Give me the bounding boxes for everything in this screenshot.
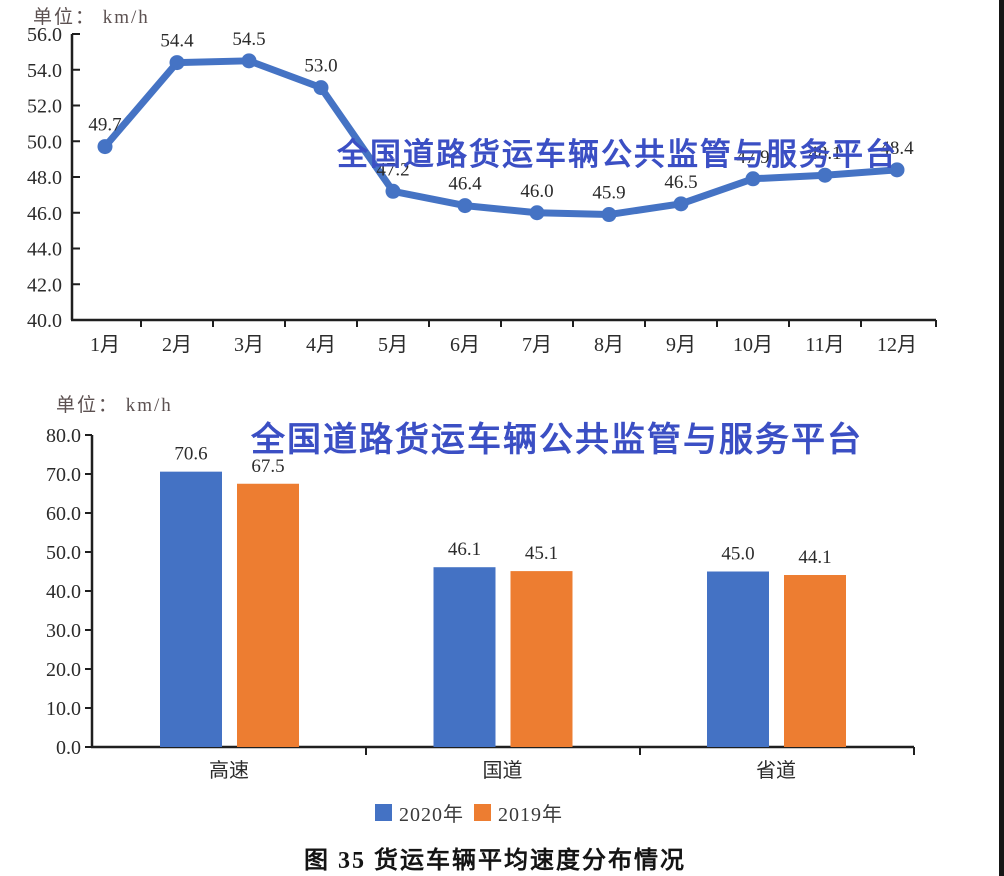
speed-by-road-type-bar-chart: 80.0 70.0 60.0 50.0 40.0 30.0 20.0 10.0 0.0 70.6 6… <box>0 380 1004 840</box>
y-axis-label: 30.0 <box>46 620 81 642</box>
bar-data-label: 70.6 <box>174 444 207 465</box>
data-point <box>313 80 329 96</box>
figure-caption: 图 35 货运车辆平均速度分布情况 <box>304 848 686 874</box>
y-axis-label: 42.0 <box>27 274 62 296</box>
y-axis-label: 50.0 <box>46 542 81 564</box>
bar-data-label: 45.0 <box>721 544 754 565</box>
data-label: 47.2 <box>376 159 409 180</box>
bar-2019年 <box>237 483 299 747</box>
data-label: 48.4 <box>880 138 914 159</box>
bar-data-label: 44.1 <box>798 547 831 568</box>
month-label: 3月 <box>234 334 264 356</box>
month-label: 5月 <box>378 334 408 356</box>
bar-data-label: 46.1 <box>448 539 481 560</box>
data-label: 54.4 <box>160 31 194 52</box>
data-point <box>529 205 545 221</box>
data-point <box>889 162 905 178</box>
data-label: 48.1 <box>808 143 841 164</box>
y-axis-label: 44.0 <box>27 239 62 261</box>
category-label: 省道 <box>756 759 796 782</box>
month-label: 4月 <box>306 334 336 356</box>
watermark-top: 全国道路货运车辆公共监管与服务平台 <box>337 137 898 172</box>
y-axis-label: 80.0 <box>46 425 81 447</box>
data-point <box>97 139 113 155</box>
legend-swatch-2019 <box>474 804 491 821</box>
y-axis-label: 40.0 <box>46 581 81 603</box>
bar-chart-legend: 2020年 2019年 <box>0 798 1004 827</box>
watermark-bottom: 全国道路货运车辆公共监管与服务平台 <box>251 422 863 459</box>
month-label: 7月 <box>522 334 552 356</box>
legend-item-2020: 2020年 <box>375 798 464 827</box>
bar-2020年 <box>160 471 222 747</box>
y-axis-label: 56.0 <box>27 24 62 46</box>
data-label: 46.4 <box>448 174 482 195</box>
bar-2020年 <box>707 571 769 747</box>
legend-label-2019: 2019年 <box>498 804 563 826</box>
category-label: 国道 <box>483 759 523 782</box>
data-label: 49.7 <box>88 115 121 136</box>
data-point <box>601 207 617 223</box>
data-label: 46.0 <box>520 181 553 202</box>
data-label: 45.9 <box>592 183 625 204</box>
data-point <box>745 171 761 187</box>
bar-data-label: 67.5 <box>251 456 284 477</box>
data-point <box>241 53 257 69</box>
line-chart-plot-area: 56.0 54.0 52.0 50.0 48.0 46.0 44.0 42.0 40.0 1月 2月… <box>27 24 937 356</box>
bar-chart-plot-area: 80.0 70.0 60.0 50.0 40.0 30.0 20.0 10.0 0.0 70.6 6… <box>46 425 915 782</box>
data-label: 53.0 <box>304 56 337 77</box>
month-label: 11月 <box>805 334 844 356</box>
month-label: 10月 <box>733 334 773 356</box>
data-point <box>817 167 833 183</box>
data-label: 47.9 <box>736 147 769 168</box>
page-right-edge <box>999 0 1004 876</box>
y-axis-label: 52.0 <box>27 96 62 118</box>
month-label: 9月 <box>666 334 696 356</box>
data-point <box>385 183 401 199</box>
month-label: 1月 <box>90 334 120 356</box>
data-point <box>457 198 473 214</box>
y-axis-label: 50.0 <box>27 131 62 153</box>
bar-2019年 <box>784 575 846 747</box>
bar-2019年 <box>510 571 573 747</box>
month-label: 12月 <box>877 334 917 356</box>
y-axis-label: 20.0 <box>46 659 81 681</box>
speed-line <box>101 57 901 219</box>
data-point <box>673 196 689 212</box>
month-label: 6月 <box>450 334 480 356</box>
bar-data-label: 45.1 <box>525 543 558 564</box>
month-label: 2月 <box>162 334 192 356</box>
unit-label-bottom: 单位： km/h <box>56 395 173 416</box>
data-label: 54.5 <box>232 29 265 50</box>
data-label: 46.5 <box>664 172 697 193</box>
y-axis-label: 54.0 <box>27 60 62 82</box>
legend-item-2019: 2019年 <box>474 798 563 827</box>
y-axis-label: 48.0 <box>27 167 62 189</box>
category-label: 高速 <box>209 759 249 782</box>
y-axis-label: 0.0 <box>56 737 81 759</box>
legend-swatch-2020 <box>375 804 392 821</box>
month-label: 8月 <box>594 334 624 356</box>
y-axis-label: 60.0 <box>46 503 81 525</box>
unit-label-top: 单位： km/h <box>33 7 150 28</box>
data-point <box>169 55 185 71</box>
y-axis-label: 10.0 <box>46 698 81 720</box>
legend-label-2020: 2020年 <box>399 804 464 826</box>
bar-2020年 <box>433 567 496 747</box>
monthly-average-speed-line-chart: 单位： km/h 56.0 54.0 52.0 50.0 48.0 46.0 44.0 42.… <box>0 0 1004 380</box>
y-axis-label: 70.0 <box>46 464 81 486</box>
y-axis-label: 40.0 <box>27 310 62 332</box>
y-axis-label: 46.0 <box>27 203 62 225</box>
